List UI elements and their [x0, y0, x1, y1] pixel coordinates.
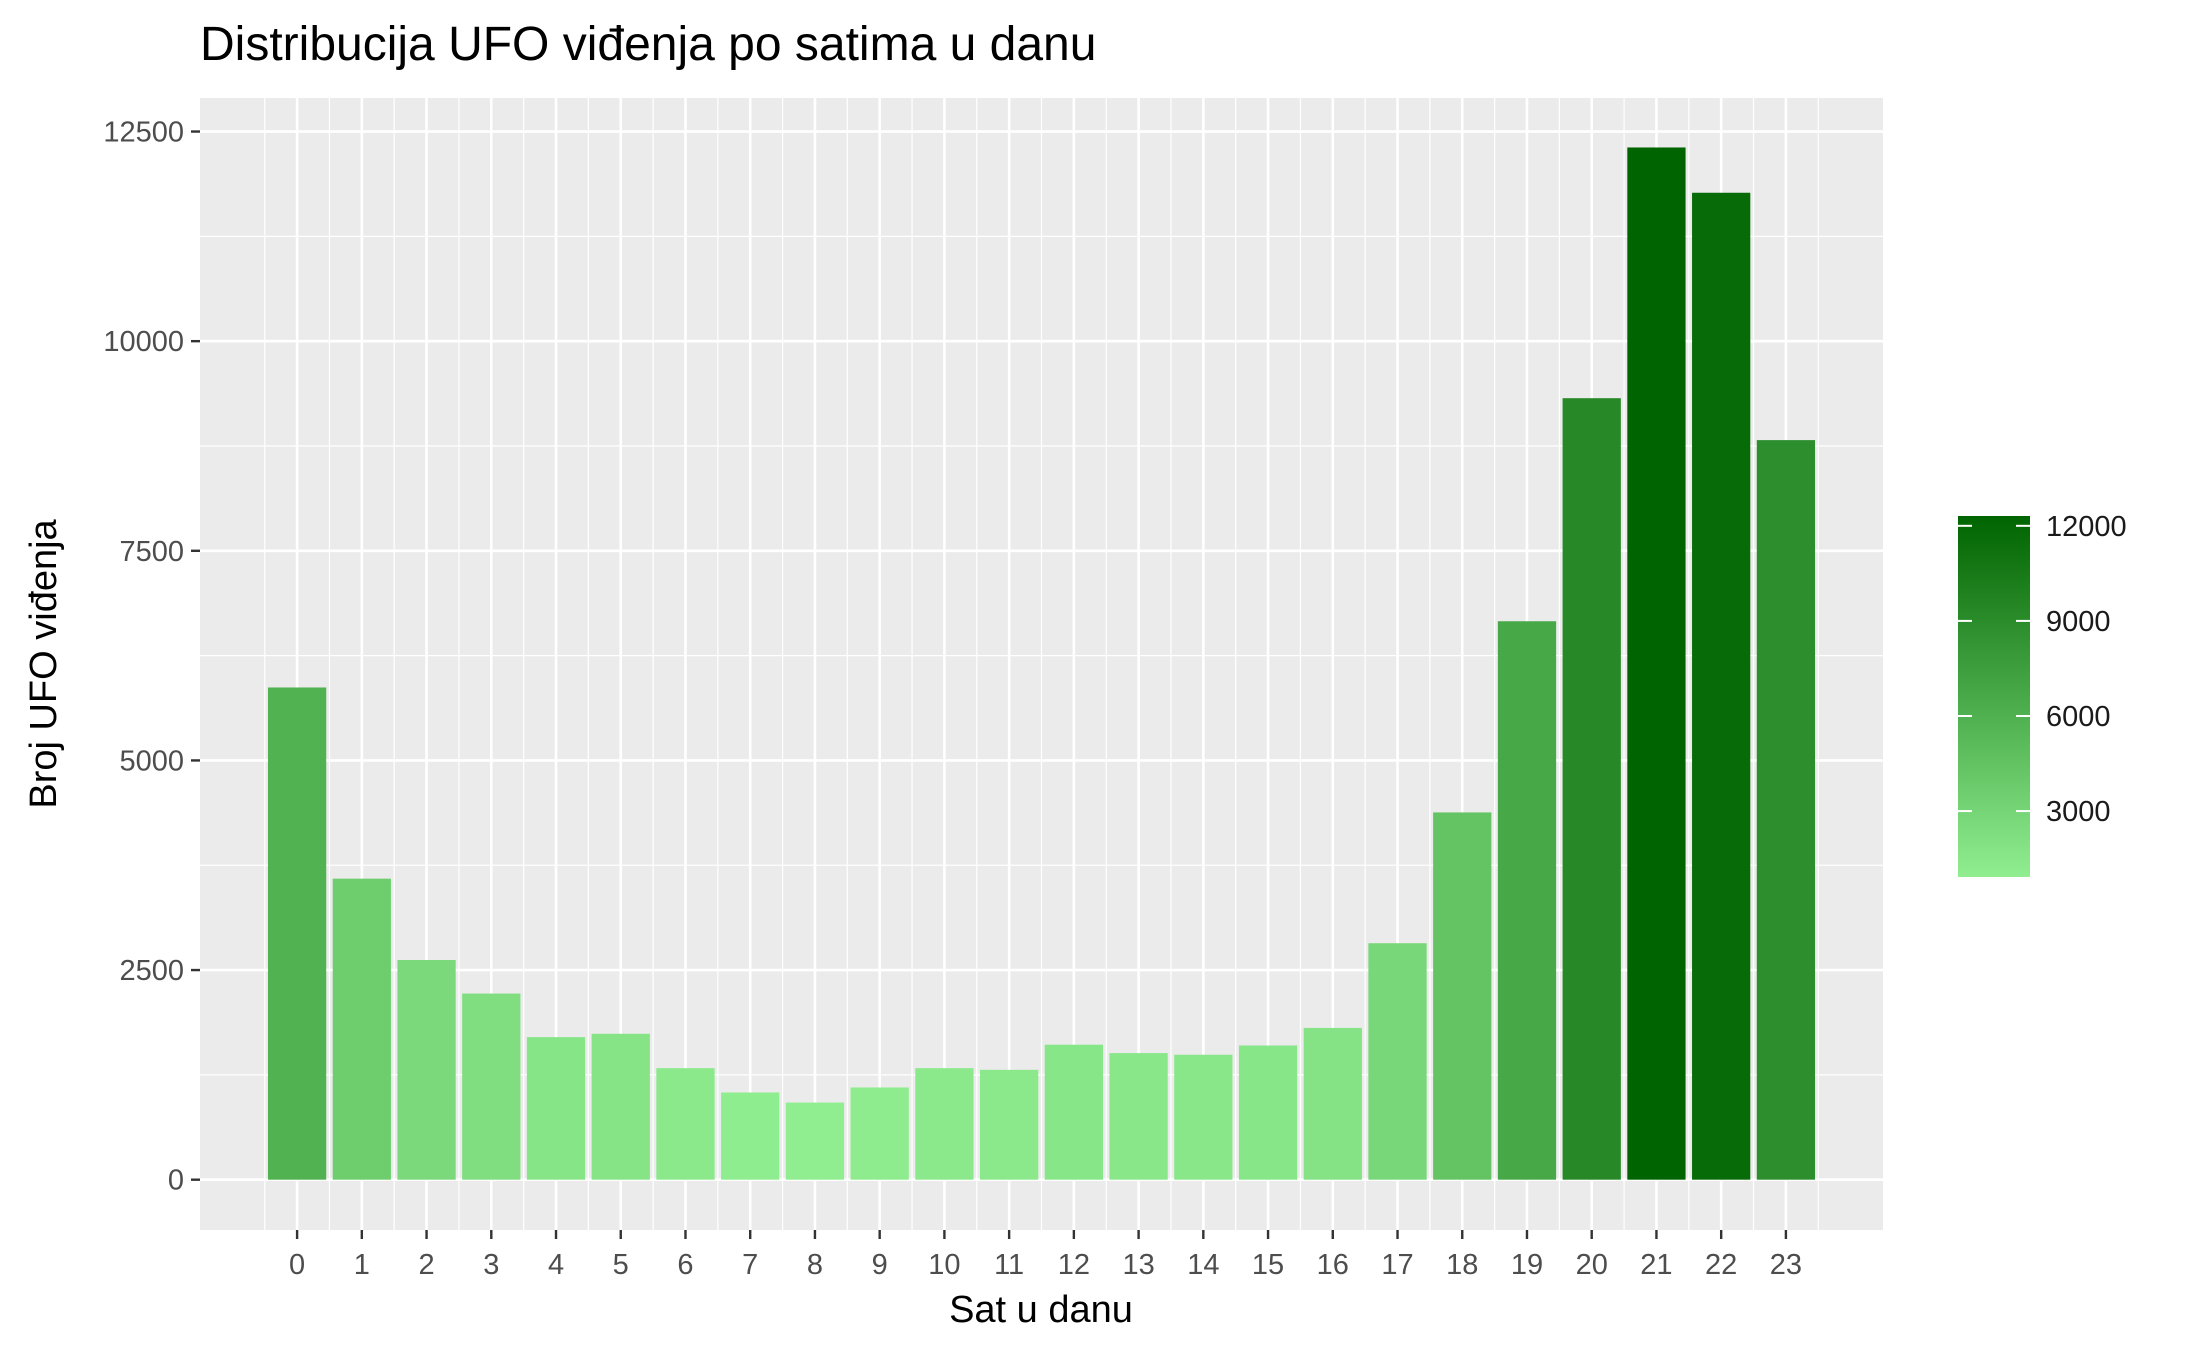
- x-axis: 0 1 2 3 4 5 6 7 8 9 10 11 12 13 14 15 16 17 18 19 20 21 22 23: [289, 1230, 1802, 1281]
- x-tick-label: 13: [1122, 1249, 1154, 1281]
- bars: [267, 147, 1816, 1180]
- bar-hour-9: [850, 1087, 909, 1180]
- x-tick-label: 21: [1640, 1249, 1672, 1281]
- x-tick-label: 15: [1252, 1249, 1284, 1281]
- bar-hour-4: [526, 1037, 586, 1180]
- bar-hour-1: [332, 878, 391, 1180]
- bar-hour-8: [785, 1102, 845, 1180]
- x-tick-label: 2: [418, 1249, 434, 1281]
- x-tick-label: 10: [928, 1249, 960, 1281]
- bar-hour-18: [1433, 812, 1492, 1180]
- chart-title: Distribucija UFO viđenja po satima u dan…: [200, 18, 1096, 71]
- legend-tick-label: 6000: [2046, 701, 2111, 733]
- x-tick-label: 3: [483, 1249, 499, 1281]
- bar-hour-11: [980, 1069, 1039, 1180]
- x-tick-label: 12: [1058, 1249, 1090, 1281]
- bar-hour-6: [656, 1068, 715, 1180]
- bar-hour-17: [1368, 943, 1427, 1180]
- legend-tick-label: 9000: [2046, 606, 2111, 638]
- y-tick-label: 7500: [119, 536, 184, 568]
- x-tick-label: 9: [872, 1249, 888, 1281]
- bar-hour-12: [1044, 1044, 1103, 1180]
- legend-colorbar: [1958, 516, 2030, 877]
- x-tick-label: 1: [354, 1249, 370, 1281]
- x-tick-label: 19: [1511, 1249, 1543, 1281]
- x-tick-label: 22: [1705, 1249, 1737, 1281]
- bar-hour-16: [1303, 1027, 1362, 1180]
- x-tick-label: 16: [1317, 1249, 1349, 1281]
- bar-hour-13: [1109, 1053, 1168, 1180]
- x-tick-label: 6: [677, 1249, 693, 1281]
- bar-hour-19: [1497, 621, 1557, 1180]
- bar-hour-20: [1562, 398, 1621, 1180]
- x-tick-label: 14: [1187, 1249, 1219, 1281]
- x-tick-label: 5: [613, 1249, 629, 1281]
- y-tick-label: 5000: [119, 745, 184, 777]
- bar-hour-7: [721, 1092, 780, 1180]
- legend-tick-label: 3000: [2046, 796, 2111, 828]
- bar-hour-5: [591, 1033, 650, 1180]
- y-tick-label: 0: [168, 1165, 184, 1197]
- y-tick-label: 12500: [103, 117, 184, 149]
- legend-tick-label: 12000: [2046, 511, 2127, 543]
- x-tick-label: 23: [1770, 1249, 1802, 1281]
- x-tick-label: 0: [289, 1249, 305, 1281]
- bar-hour-2: [397, 959, 456, 1180]
- x-tick-label: 11: [994, 1249, 1024, 1281]
- bar-hour-14: [1174, 1054, 1233, 1180]
- bar-hour-21: [1627, 147, 1686, 1180]
- x-tick-label: 8: [807, 1249, 823, 1281]
- y-tick-label: 10000: [103, 326, 184, 358]
- bar-hour-22: [1692, 192, 1751, 1180]
- bar-hour-23: [1756, 440, 1816, 1180]
- x-tick-label: 7: [742, 1249, 758, 1281]
- bar-hour-10: [915, 1068, 974, 1180]
- x-axis-title: Sat u danu: [949, 1289, 1133, 1331]
- bar-hour-3: [462, 993, 521, 1180]
- x-tick-label: 20: [1576, 1249, 1608, 1281]
- x-tick-label: 18: [1446, 1249, 1478, 1281]
- color-legend: 3000 6000 9000 12000: [1958, 511, 2127, 877]
- x-tick-label: 17: [1381, 1249, 1413, 1281]
- y-axis: 0 2500 5000 7500 10000 12500: [103, 117, 200, 1197]
- x-tick-label: 4: [548, 1249, 564, 1281]
- y-axis-title: Broj UFO viđenja: [23, 518, 65, 808]
- bar-hour-15: [1238, 1045, 1298, 1180]
- bar-hour-0: [267, 687, 327, 1180]
- y-tick-label: 2500: [119, 955, 184, 987]
